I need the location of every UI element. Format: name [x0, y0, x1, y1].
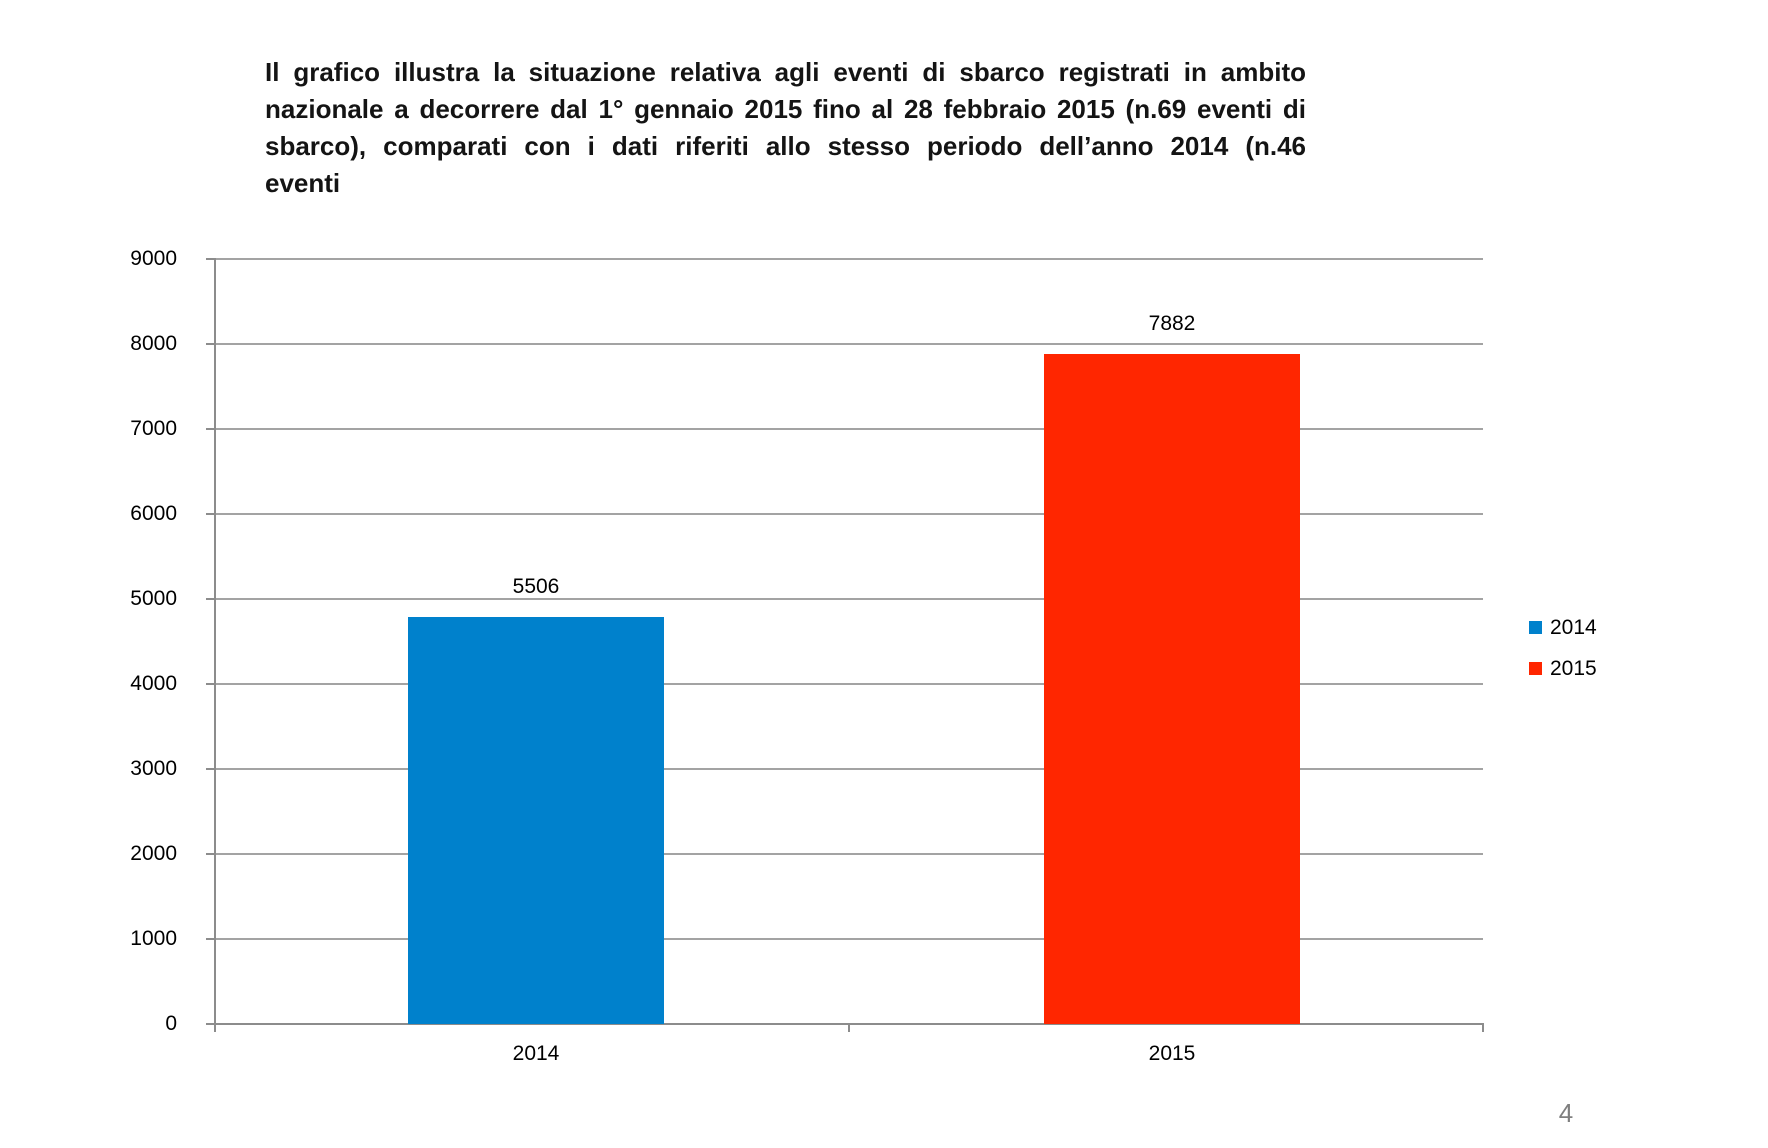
y-axis-tick: [206, 343, 215, 345]
x-axis-tick: [1482, 1024, 1484, 1032]
y-axis-tick: [206, 938, 215, 940]
y-axis-tick-label: 3000: [130, 757, 177, 780]
gridline: [215, 938, 1483, 940]
y-axis-tick: [206, 513, 215, 515]
title-line: eventi: [265, 168, 341, 198]
y-axis-tick-label: 2000: [130, 842, 177, 865]
y-axis-tick-label: 4000: [130, 672, 177, 695]
gridline: [215, 258, 1483, 260]
y-axis-tick-label: 9000: [130, 247, 177, 270]
x-axis-tick: [848, 1024, 850, 1032]
legend-item-2014: 2014: [1529, 616, 1597, 639]
y-axis-tick: [206, 853, 215, 855]
legend-swatch-2015: [1529, 661, 1542, 675]
legend-label: 2015: [1550, 657, 1597, 680]
x-axis-tick: [214, 1024, 216, 1032]
gridline: [215, 598, 1483, 600]
page-number: 4: [1558, 1098, 1574, 1128]
legend-swatch-2014: [1529, 620, 1542, 634]
y-axis-tick-label: 0: [165, 1012, 177, 1035]
y-axis-tick-label: 1000: [130, 927, 177, 950]
y-axis-tick-label: 5000: [130, 587, 177, 610]
y-axis-tick: [206, 683, 215, 685]
y-axis-tick: [206, 768, 215, 770]
y-axis-tick: [206, 428, 215, 430]
legend-label: 2014: [1550, 616, 1597, 639]
title-line: sbarco), comparati con i dati riferiti a…: [265, 131, 1306, 161]
legend-item-2015: 2015: [1529, 657, 1597, 680]
y-axis-tick-label: 8000: [130, 332, 177, 355]
gridline: [215, 683, 1483, 685]
y-axis-tick: [206, 598, 215, 600]
gridline: [215, 428, 1483, 430]
title-line: Il grafico illustra la situazione relati…: [265, 57, 1306, 87]
y-axis-tick-label: 7000: [130, 417, 177, 440]
gridline: [215, 513, 1483, 515]
gridline: [215, 853, 1483, 855]
bar-2014: [408, 617, 664, 1024]
y-axis-tick: [206, 1023, 215, 1025]
data-label-2014: 5506: [512, 575, 560, 598]
gridline: [215, 768, 1483, 770]
x-axis-category-label: 2014: [512, 1042, 560, 1065]
y-axis-tick-label: 6000: [130, 502, 177, 525]
data-label-2015: 7882: [1148, 312, 1196, 335]
y-axis-tick: [206, 258, 215, 260]
bar-2015: [1044, 354, 1300, 1024]
title-line: nazionale a decorrere dal 1° gennaio 201…: [265, 94, 1306, 124]
gridline: [215, 343, 1483, 345]
y-axis-line: [214, 258, 216, 1025]
slide-title: Il grafico illustra la situazione relati…: [265, 54, 1306, 202]
x-axis-category-label: 2015: [1148, 1042, 1196, 1065]
